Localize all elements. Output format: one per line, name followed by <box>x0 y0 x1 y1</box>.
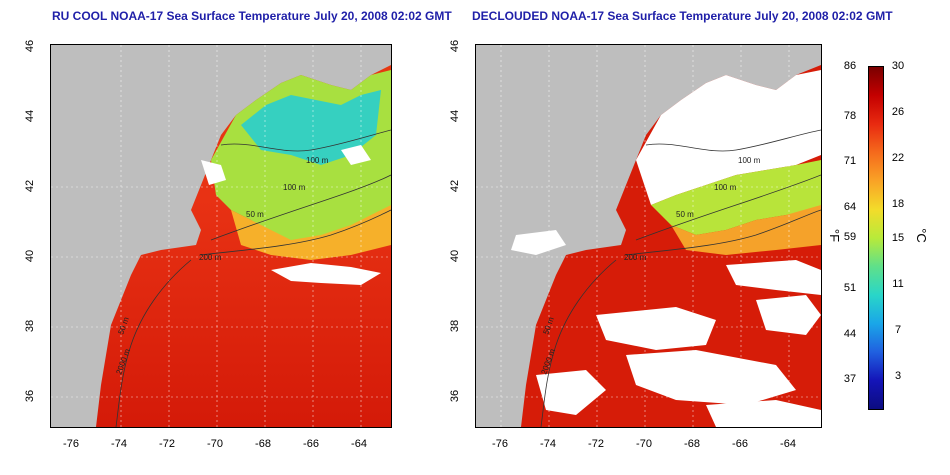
celsius-tick: 18 <box>891 198 905 210</box>
lat-lon-grid <box>476 45 821 427</box>
celsius-tick: 26 <box>891 106 905 118</box>
fahrenheit-tick: 44 <box>843 328 857 340</box>
lat-tick: 36 <box>24 389 36 403</box>
lon-tick: -68 <box>255 438 271 450</box>
lon-tick: -76 <box>492 438 508 450</box>
fahrenheit-tick: 86 <box>843 60 857 72</box>
land-mass <box>476 45 821 427</box>
temperature-colorbar <box>868 66 884 410</box>
cloud-patch <box>271 263 381 285</box>
lat-tick: 40 <box>449 249 461 263</box>
lon-tick: -70 <box>636 438 652 450</box>
lat-lon-grid <box>51 45 391 427</box>
fahrenheit-tick: 71 <box>843 155 857 167</box>
right-map-canvas: 200 m 100 m 100 m 50 m 50 m 2000 m <box>476 45 822 428</box>
lat-tick: 40 <box>24 249 36 263</box>
depth-label: 200 m <box>624 253 647 262</box>
lon-tick: -66 <box>732 438 748 450</box>
depth-label: 50 m <box>676 210 694 219</box>
fahrenheit-tick: 64 <box>843 201 857 213</box>
celsius-tick: 3 <box>894 370 902 382</box>
lat-tick: 42 <box>24 179 36 193</box>
lon-tick: -76 <box>63 438 79 450</box>
lat-tick: 46 <box>24 39 36 53</box>
lon-tick: -72 <box>159 438 175 450</box>
lat-tick: 46 <box>449 39 461 53</box>
fahrenheit-tick: 51 <box>843 282 857 294</box>
celsius-tick: 22 <box>891 152 905 164</box>
celsius-tick: 11 <box>892 278 904 290</box>
lon-tick: -70 <box>207 438 223 450</box>
bathymetry-contours <box>540 129 822 428</box>
celsius-tick: 30 <box>891 60 905 72</box>
fahrenheit-tick: 78 <box>843 110 857 122</box>
lon-tick: -64 <box>351 438 367 450</box>
lat-tick: 38 <box>449 319 461 333</box>
depth-label: 100 m <box>714 183 737 192</box>
cold-water-patch <box>241 90 381 165</box>
cloud-patch <box>201 160 226 185</box>
left-map-canvas: 200 m 100 m 100 m 50 m 50 m 2000 m <box>51 45 392 428</box>
warm-shelf-region <box>231 205 391 260</box>
lat-tick: 42 <box>449 179 461 193</box>
lat-tick: 44 <box>449 109 461 123</box>
depth-label: 50 m <box>246 210 264 219</box>
warm-shelf-region <box>671 205 821 255</box>
depth-label: 100 m <box>738 156 761 165</box>
bathymetry-contours <box>115 129 392 428</box>
depth-label: 100 m <box>306 156 329 165</box>
land-mass <box>51 45 391 427</box>
lon-tick: -68 <box>684 438 700 450</box>
lat-tick: 36 <box>449 389 461 403</box>
lat-tick: 38 <box>24 319 36 333</box>
lon-tick: -72 <box>588 438 604 450</box>
left-sst-map: 200 m 100 m 100 m 50 m 50 m 2000 m <box>50 44 392 428</box>
cloud-patch <box>341 145 371 165</box>
celsius-tick: 15 <box>891 232 905 244</box>
depth-label: 100 m <box>283 183 306 192</box>
fahrenheit-tick: 37 <box>843 373 857 385</box>
cloud-region <box>636 70 821 205</box>
lat-tick: 44 <box>24 109 36 123</box>
lon-tick: -66 <box>303 438 319 450</box>
fahrenheit-tick: 59 <box>843 231 857 243</box>
fahrenheit-unit-label: °F <box>827 228 843 243</box>
lon-tick: -74 <box>540 438 556 450</box>
lon-tick: -64 <box>780 438 796 450</box>
lon-tick: -74 <box>111 438 127 450</box>
celsius-unit-label: °C <box>913 228 929 243</box>
cloud-gaps <box>511 230 821 427</box>
right-map-title: DECLOUDED NOAA-17 Sea Surface Temperatur… <box>472 9 893 23</box>
right-sst-map: 200 m 100 m 100 m 50 m 50 m 2000 m <box>475 44 822 428</box>
left-map-title: RU COOL NOAA-17 Sea Surface Temperature … <box>52 9 452 23</box>
celsius-tick: 7 <box>894 324 902 336</box>
depth-label: 200 m <box>199 253 222 262</box>
